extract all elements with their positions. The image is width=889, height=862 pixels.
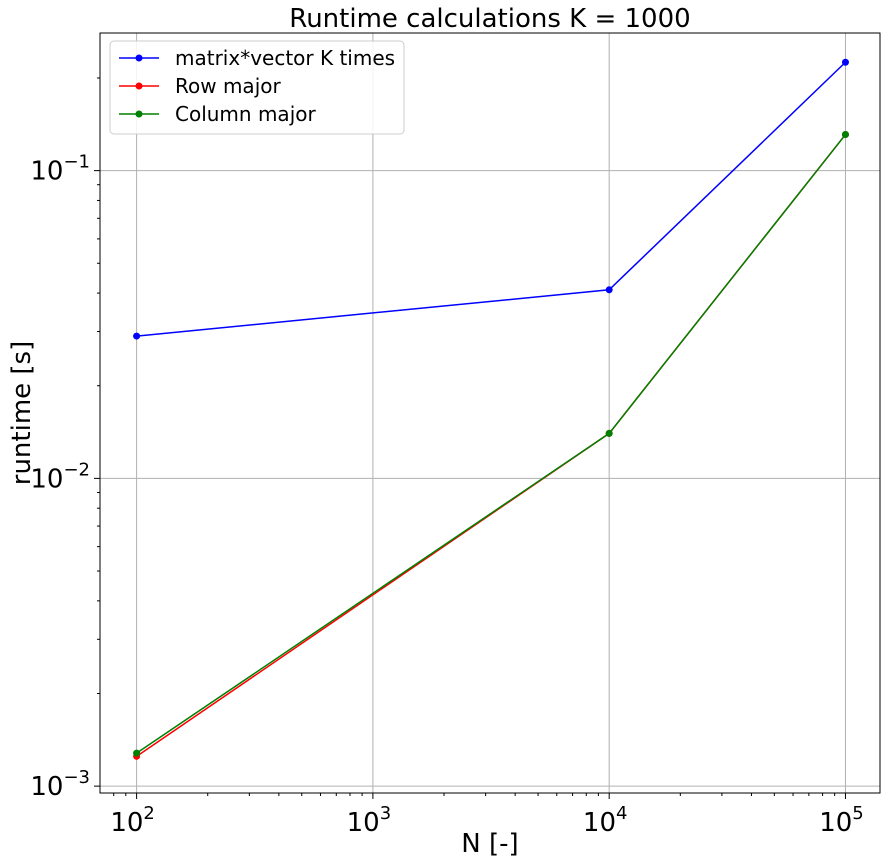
- x-tick-label: 105: [819, 803, 864, 838]
- legend-box: [109, 40, 405, 135]
- legend-entry: matrix*vector K times: [119, 46, 395, 70]
- data-point-column-major: [605, 429, 613, 437]
- y-tick-label: 10−3: [30, 767, 90, 802]
- data-point-matrix-vector-k-times: [841, 58, 849, 66]
- legend-marker: [135, 54, 143, 62]
- x-tick-label: 102: [110, 803, 155, 838]
- plot-area-frame: [99, 32, 881, 794]
- y-tick-base: 10: [30, 464, 63, 494]
- x-tick-label: 103: [347, 803, 392, 838]
- x-tick-base: 10: [583, 808, 616, 838]
- grid-lines: [100, 33, 880, 793]
- y-axis-label: runtime [s]: [7, 341, 37, 486]
- data-point-column-major: [841, 131, 849, 139]
- data-point-matrix-vector-k-times: [605, 286, 613, 294]
- y-tick-base: 10: [30, 157, 63, 187]
- x-tick-exponent: 3: [380, 803, 391, 824]
- legend-entry: Row major: [119, 74, 281, 98]
- legend-label: matrix*vector K times: [175, 46, 395, 70]
- x-axis-label: N [-]: [461, 829, 518, 859]
- y-tick-exponent: −1: [63, 152, 90, 173]
- x-tick-exponent: 2: [143, 803, 154, 824]
- y-tick-exponent: −3: [63, 767, 90, 788]
- x-tick-exponent: 4: [616, 803, 627, 824]
- data-point-matrix-vector-k-times: [133, 332, 141, 340]
- data-point-column-major: [133, 749, 141, 757]
- x-tick-base: 10: [819, 808, 852, 838]
- y-axis-ticks: 10−310−210−1: [30, 152, 100, 802]
- x-tick-base: 10: [110, 808, 143, 838]
- y-tick-label: 10−1: [30, 152, 90, 187]
- y-tick-exponent: −2: [63, 459, 90, 480]
- legend: matrix*vector K times Row major Column maj…: [109, 40, 405, 135]
- series-lines: [133, 58, 849, 760]
- legend-label: Column major: [175, 102, 316, 126]
- legend-marker: [135, 82, 143, 90]
- x-tick-base: 10: [347, 808, 380, 838]
- legend-entry: Column major: [119, 102, 316, 126]
- x-tick-label: 104: [583, 803, 628, 838]
- x-tick-exponent: 5: [852, 803, 863, 824]
- y-tick-label: 10−2: [30, 459, 90, 494]
- legend-marker: [135, 110, 143, 118]
- chart-title: Runtime calculations K = 1000: [289, 4, 690, 34]
- legend-label: Row major: [175, 74, 281, 98]
- x-axis-ticks: 102 103 104 105: [110, 793, 864, 838]
- y-tick-base: 10: [30, 772, 63, 802]
